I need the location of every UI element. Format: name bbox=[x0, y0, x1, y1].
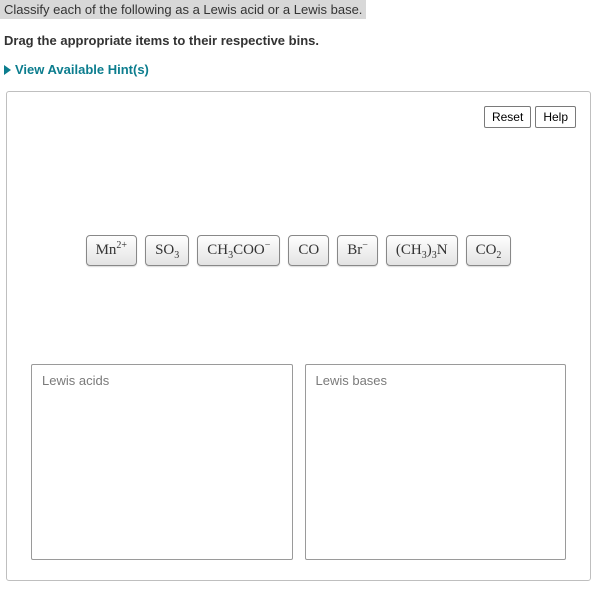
drag-workspace: Reset Help Mn2+ SO3 CH3COO− CO Br− (CH3)… bbox=[6, 91, 591, 581]
reset-button[interactable]: Reset bbox=[484, 106, 531, 128]
drop-bins-row: Lewis acids Lewis bases bbox=[31, 364, 566, 560]
bin-label: Lewis bases bbox=[316, 373, 388, 388]
hints-label: View Available Hint(s) bbox=[15, 62, 149, 77]
question-prompt: Classify each of the following as a Lewi… bbox=[0, 0, 366, 19]
bin-label: Lewis acids bbox=[42, 373, 109, 388]
view-hints-toggle[interactable]: View Available Hint(s) bbox=[4, 62, 597, 77]
drag-instruction: Drag the appropriate items to their resp… bbox=[4, 33, 597, 48]
draggable-item[interactable]: SO3 bbox=[145, 235, 189, 266]
draggable-item[interactable]: (CH3)3N bbox=[386, 235, 458, 266]
draggable-item[interactable]: Mn2+ bbox=[86, 235, 137, 266]
lewis-acids-bin[interactable]: Lewis acids bbox=[31, 364, 293, 560]
draggable-item[interactable]: CH3COO− bbox=[197, 235, 280, 266]
caret-right-icon bbox=[4, 65, 11, 75]
draggable-item[interactable]: CO bbox=[288, 235, 329, 266]
help-button[interactable]: Help bbox=[535, 106, 576, 128]
draggable-item[interactable]: CO2 bbox=[466, 235, 512, 266]
draggable-items-tray: Mn2+ SO3 CH3COO− CO Br− (CH3)3N CO2 bbox=[7, 235, 590, 266]
lewis-bases-bin[interactable]: Lewis bases bbox=[305, 364, 567, 560]
workspace-toolbar: Reset Help bbox=[484, 106, 576, 128]
draggable-item[interactable]: Br− bbox=[337, 235, 378, 266]
